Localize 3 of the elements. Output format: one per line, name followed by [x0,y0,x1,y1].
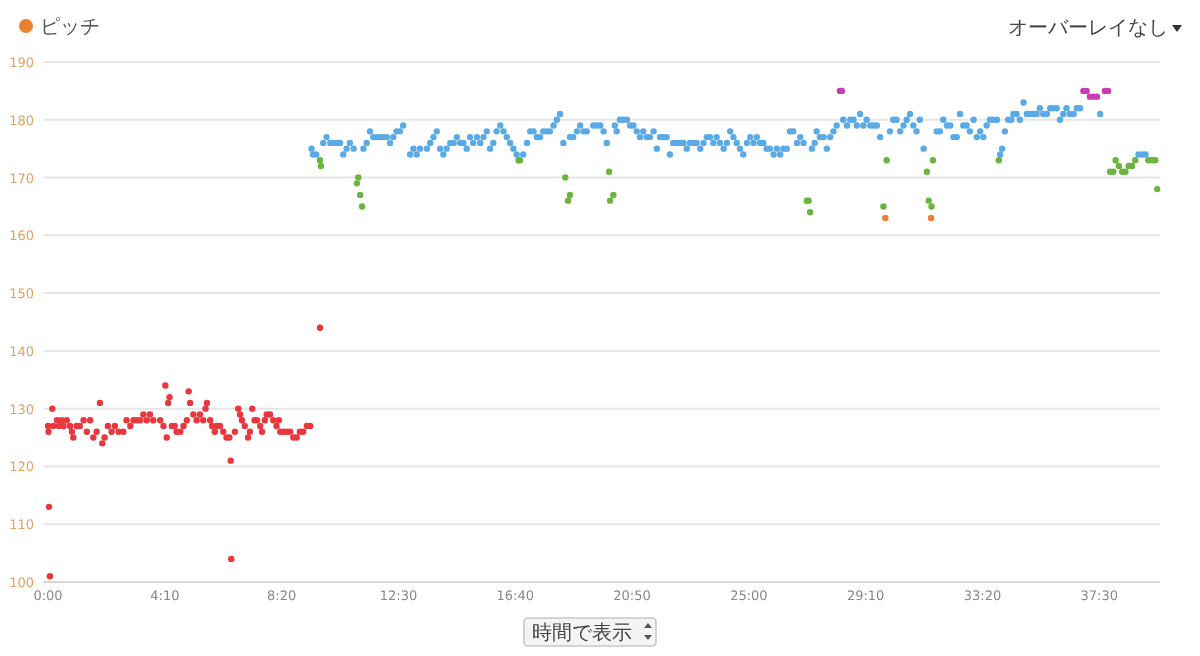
display-selector: 時間で表示 [523,617,657,647]
legend: ピッチ [19,17,100,39]
overlay-control: オーバーレイなし [1008,18,1182,40]
